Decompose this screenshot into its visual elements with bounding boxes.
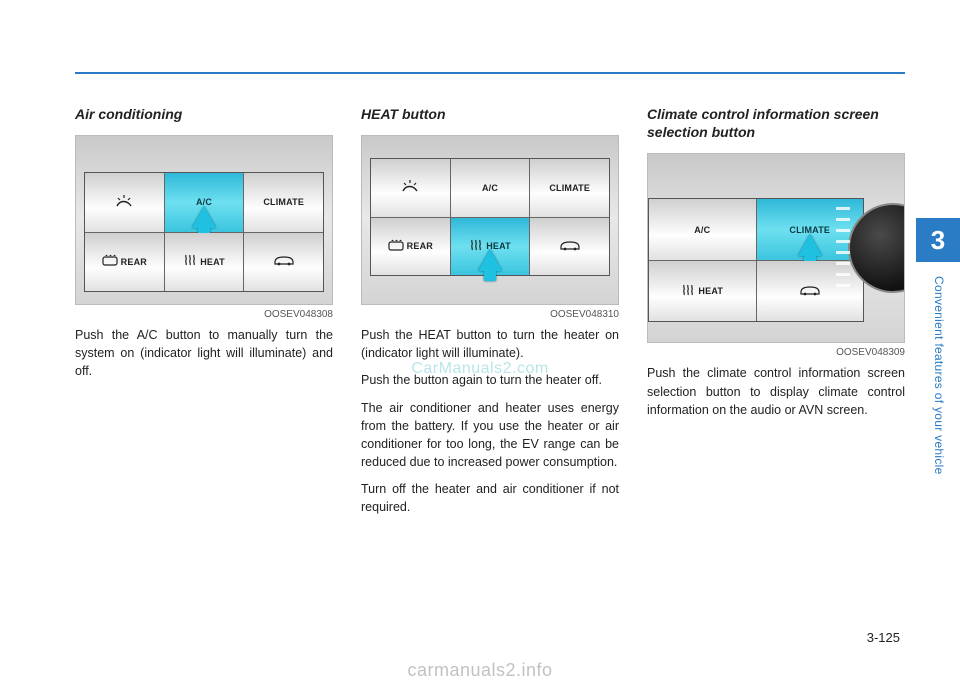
manual-page: Air conditioning A/C CLIMATE REAR HEAT OOSE… [0,0,960,689]
paragraph: Turn off the heater and air conditioner … [361,480,619,516]
car-icon [559,239,581,254]
defrost-icon [388,239,404,254]
hvac-button-car [244,233,323,292]
hvac-button-a/c: A/C [165,173,245,232]
button-panel: A/C CLIMATE REAR HEAT [370,158,610,276]
column-climate: Climate control information screen selec… [647,105,905,525]
chapter-title: Convenient features of your vehicle [932,276,946,475]
figure-code: OOSEV048309 [647,347,905,358]
hvac-button-climate: CLIMATE [530,159,609,217]
button-label: REAR [407,241,433,251]
hvac-button-car [530,218,609,276]
hvac-button-heat: HEAT [165,233,245,292]
paragraph: Push the HEAT button to turn the heater … [361,326,619,362]
button-label: CLIMATE [263,197,304,207]
hvac-button-a/c: A/C [649,199,757,260]
body-text-heat: Push the HEAT button to turn the heater … [361,326,619,516]
page-number: 3-125 [867,630,900,645]
body-text-climate: Push the climate control information scr… [647,364,905,418]
paragraph: Push the A/C button to manually turn the… [75,326,333,380]
top-divider [75,72,905,74]
hvac-button-airflow [371,159,451,217]
hvac-button-airflow [85,173,165,232]
figure-heat: A/C CLIMATE REAR HEAT [361,135,619,305]
column-air-conditioning: Air conditioning A/C CLIMATE REAR HEAT OOSE… [75,105,333,525]
hvac-button-rear: REAR [85,233,165,292]
figure-code: OOSEV048308 [75,309,333,320]
button-label: A/C [482,183,498,193]
figure-ac: A/C CLIMATE REAR HEAT [75,135,333,305]
heading-ac: Air conditioning [75,105,333,123]
hvac-button-a/c: A/C [451,159,531,217]
paragraph: The air conditioner and heater uses ener… [361,399,619,472]
button-label: CLIMATE [549,183,590,193]
watermark-footer: carmanuals2.info [407,660,552,681]
button-label: HEAT [698,286,723,296]
content-columns: Air conditioning A/C CLIMATE REAR HEAT OOSE… [75,105,905,525]
heatwaves-icon [681,284,695,299]
hvac-button-climate: CLIMATE [244,173,323,232]
hvac-button-rear: REAR [371,218,451,276]
figure-code: OOSEV048310 [361,309,619,320]
defrost-icon [102,254,118,269]
hvac-button-heat: HEAT [649,261,757,322]
airflow-icon [401,179,419,196]
heatwaves-icon [469,239,483,254]
chapter-number: 3 [931,225,945,256]
body-text-ac: Push the A/C button to manually turn the… [75,326,333,380]
paragraph: Push the button again to turn the heater… [361,371,619,389]
button-label: CLIMATE [789,225,830,235]
button-label: A/C [196,197,212,207]
airflow-icon [115,194,133,211]
button-panel: A/C CLIMATE HEAT [648,198,864,322]
button-panel: A/C CLIMATE REAR HEAT [84,172,324,292]
figure-climate: A/CCLIMATEHEAT ✱ [647,153,905,343]
highlight-arrow-icon [192,206,216,228]
hvac-button-heat: HEAT [451,218,531,276]
button-label: HEAT [486,241,511,251]
paragraph: Push the climate control information scr… [647,364,905,418]
highlight-arrow-icon [798,234,822,256]
heading-heat: HEAT button [361,105,619,123]
heading-climate: Climate control information screen selec… [647,105,905,141]
button-label: REAR [121,257,147,267]
button-label: A/C [694,225,710,235]
car-icon [799,284,821,299]
column-heat: HEAT button A/C CLIMATE REAR HEAT OOSEV0483… [361,105,619,525]
car-icon [273,254,295,269]
heatwaves-icon [183,254,197,269]
chapter-tab: 3 [916,218,960,262]
button-label: HEAT [200,257,225,267]
